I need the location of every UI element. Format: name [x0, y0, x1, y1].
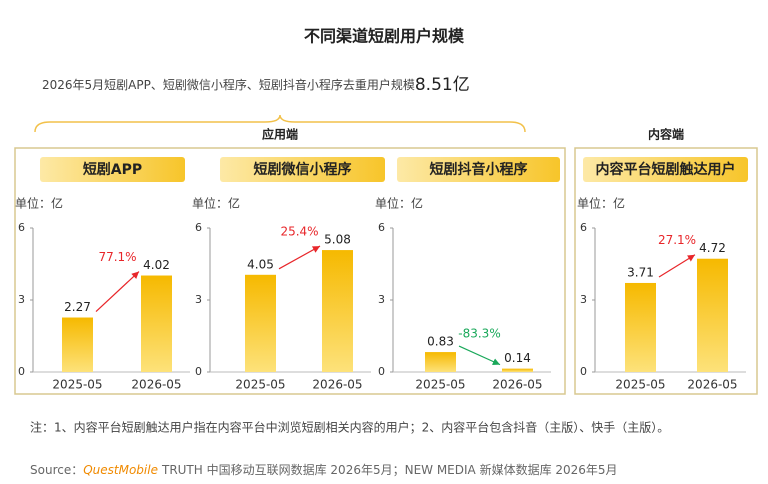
- title: 不同渠道短剧用户规模: [304, 27, 465, 46]
- unit-label: 单位：亿: [577, 196, 625, 211]
- bar: [625, 282, 656, 372]
- unit-label: 单位：亿: [375, 196, 423, 211]
- y-tick-label: 3: [18, 293, 25, 306]
- x-tick-label: 2026-05: [131, 378, 181, 392]
- value-label: 4.05: [247, 257, 274, 271]
- panel-title: 内容平台短剧触达用户: [596, 161, 736, 178]
- x-tick-label: 2025-05: [415, 378, 465, 392]
- source-brand: QuestMobile: [83, 463, 158, 477]
- change-label: 27.1%: [658, 233, 696, 247]
- value-label: 4.02: [143, 258, 170, 272]
- bar: [697, 258, 728, 372]
- group-label: 应用端: [262, 127, 298, 142]
- change-arrow: [278, 245, 321, 270]
- unit-label: 单位：亿: [15, 196, 63, 211]
- value-label: 5.08: [324, 233, 351, 247]
- panel-tab: [40, 157, 185, 182]
- change-arrow: [458, 345, 501, 366]
- panel-tab: [397, 157, 560, 182]
- bar: [62, 317, 93, 372]
- panel-tab: [220, 157, 385, 182]
- subtitle: 2026年5月短剧APP、短剧微信小程序、短剧抖音小程序去重用户规模8.51亿: [42, 75, 470, 95]
- y-tick-label: 6: [580, 221, 587, 234]
- source-text: TRUTH 中国移动互联网数据库 2026年5月；NEW MEDIA 新媒体数据…: [161, 462, 618, 477]
- change-arrow: [95, 271, 140, 312]
- change-label: 25.4%: [280, 225, 318, 239]
- y-tick-label: 3: [580, 293, 587, 306]
- group-box: [14, 147, 566, 395]
- bar: [245, 274, 276, 372]
- y-tick-label: 6: [378, 221, 385, 234]
- bar: [141, 275, 172, 372]
- bar: [322, 250, 353, 372]
- value-label: 3.71: [627, 265, 654, 279]
- bar: [425, 352, 456, 372]
- panel-title: 短剧抖音小程序: [430, 161, 528, 178]
- x-tick-label: 2025-05: [615, 378, 665, 392]
- y-tick-label: 6: [18, 221, 25, 234]
- y-tick-label: 0: [580, 365, 587, 378]
- y-tick-label: 0: [378, 365, 385, 378]
- x-tick-label: 2025-05: [52, 378, 102, 392]
- change-label: 77.1%: [98, 250, 136, 264]
- brace: [34, 114, 526, 133]
- source-label: Source：: [30, 463, 83, 477]
- y-tick-label: 0: [18, 365, 25, 378]
- y-tick-label: 6: [195, 221, 202, 234]
- x-tick-label: 2026-05: [312, 378, 362, 392]
- value-label: 0.83: [427, 335, 454, 349]
- panel-title: 短剧微信小程序: [254, 161, 352, 178]
- x-tick-label: 2026-05: [492, 378, 542, 392]
- subtitle-total: 8.51亿: [415, 75, 470, 95]
- y-tick-label: 3: [195, 293, 202, 306]
- x-tick-label: 2026-05: [687, 378, 737, 392]
- change-label: -83.3%: [458, 327, 500, 341]
- value-label: 4.72: [699, 241, 726, 255]
- bar: [502, 368, 533, 372]
- value-label: 0.14: [504, 351, 531, 365]
- y-tick-label: 3: [378, 293, 385, 306]
- change-arrow: [658, 254, 696, 278]
- source: Source：QuestMobile TRUTH 中国移动互联网数据库 2026年…: [30, 462, 618, 477]
- panel-tab: [583, 157, 748, 182]
- value-label: 2.27: [64, 300, 91, 314]
- group-label: 内容端: [648, 127, 684, 142]
- subtitle-text: 2026年5月短剧APP、短剧微信小程序、短剧抖音小程序去重用户规模: [42, 77, 415, 92]
- y-tick-label: 0: [195, 365, 202, 378]
- x-tick-label: 2025-05: [235, 378, 285, 392]
- unit-label: 单位：亿: [192, 196, 240, 211]
- panel-title: 短剧APP: [83, 161, 142, 178]
- group-box: [574, 147, 758, 395]
- note: 注：1、内容平台短剧触达用户指在内容平台中浏览短剧相关内容的用户；2、内容平台包…: [30, 420, 669, 435]
